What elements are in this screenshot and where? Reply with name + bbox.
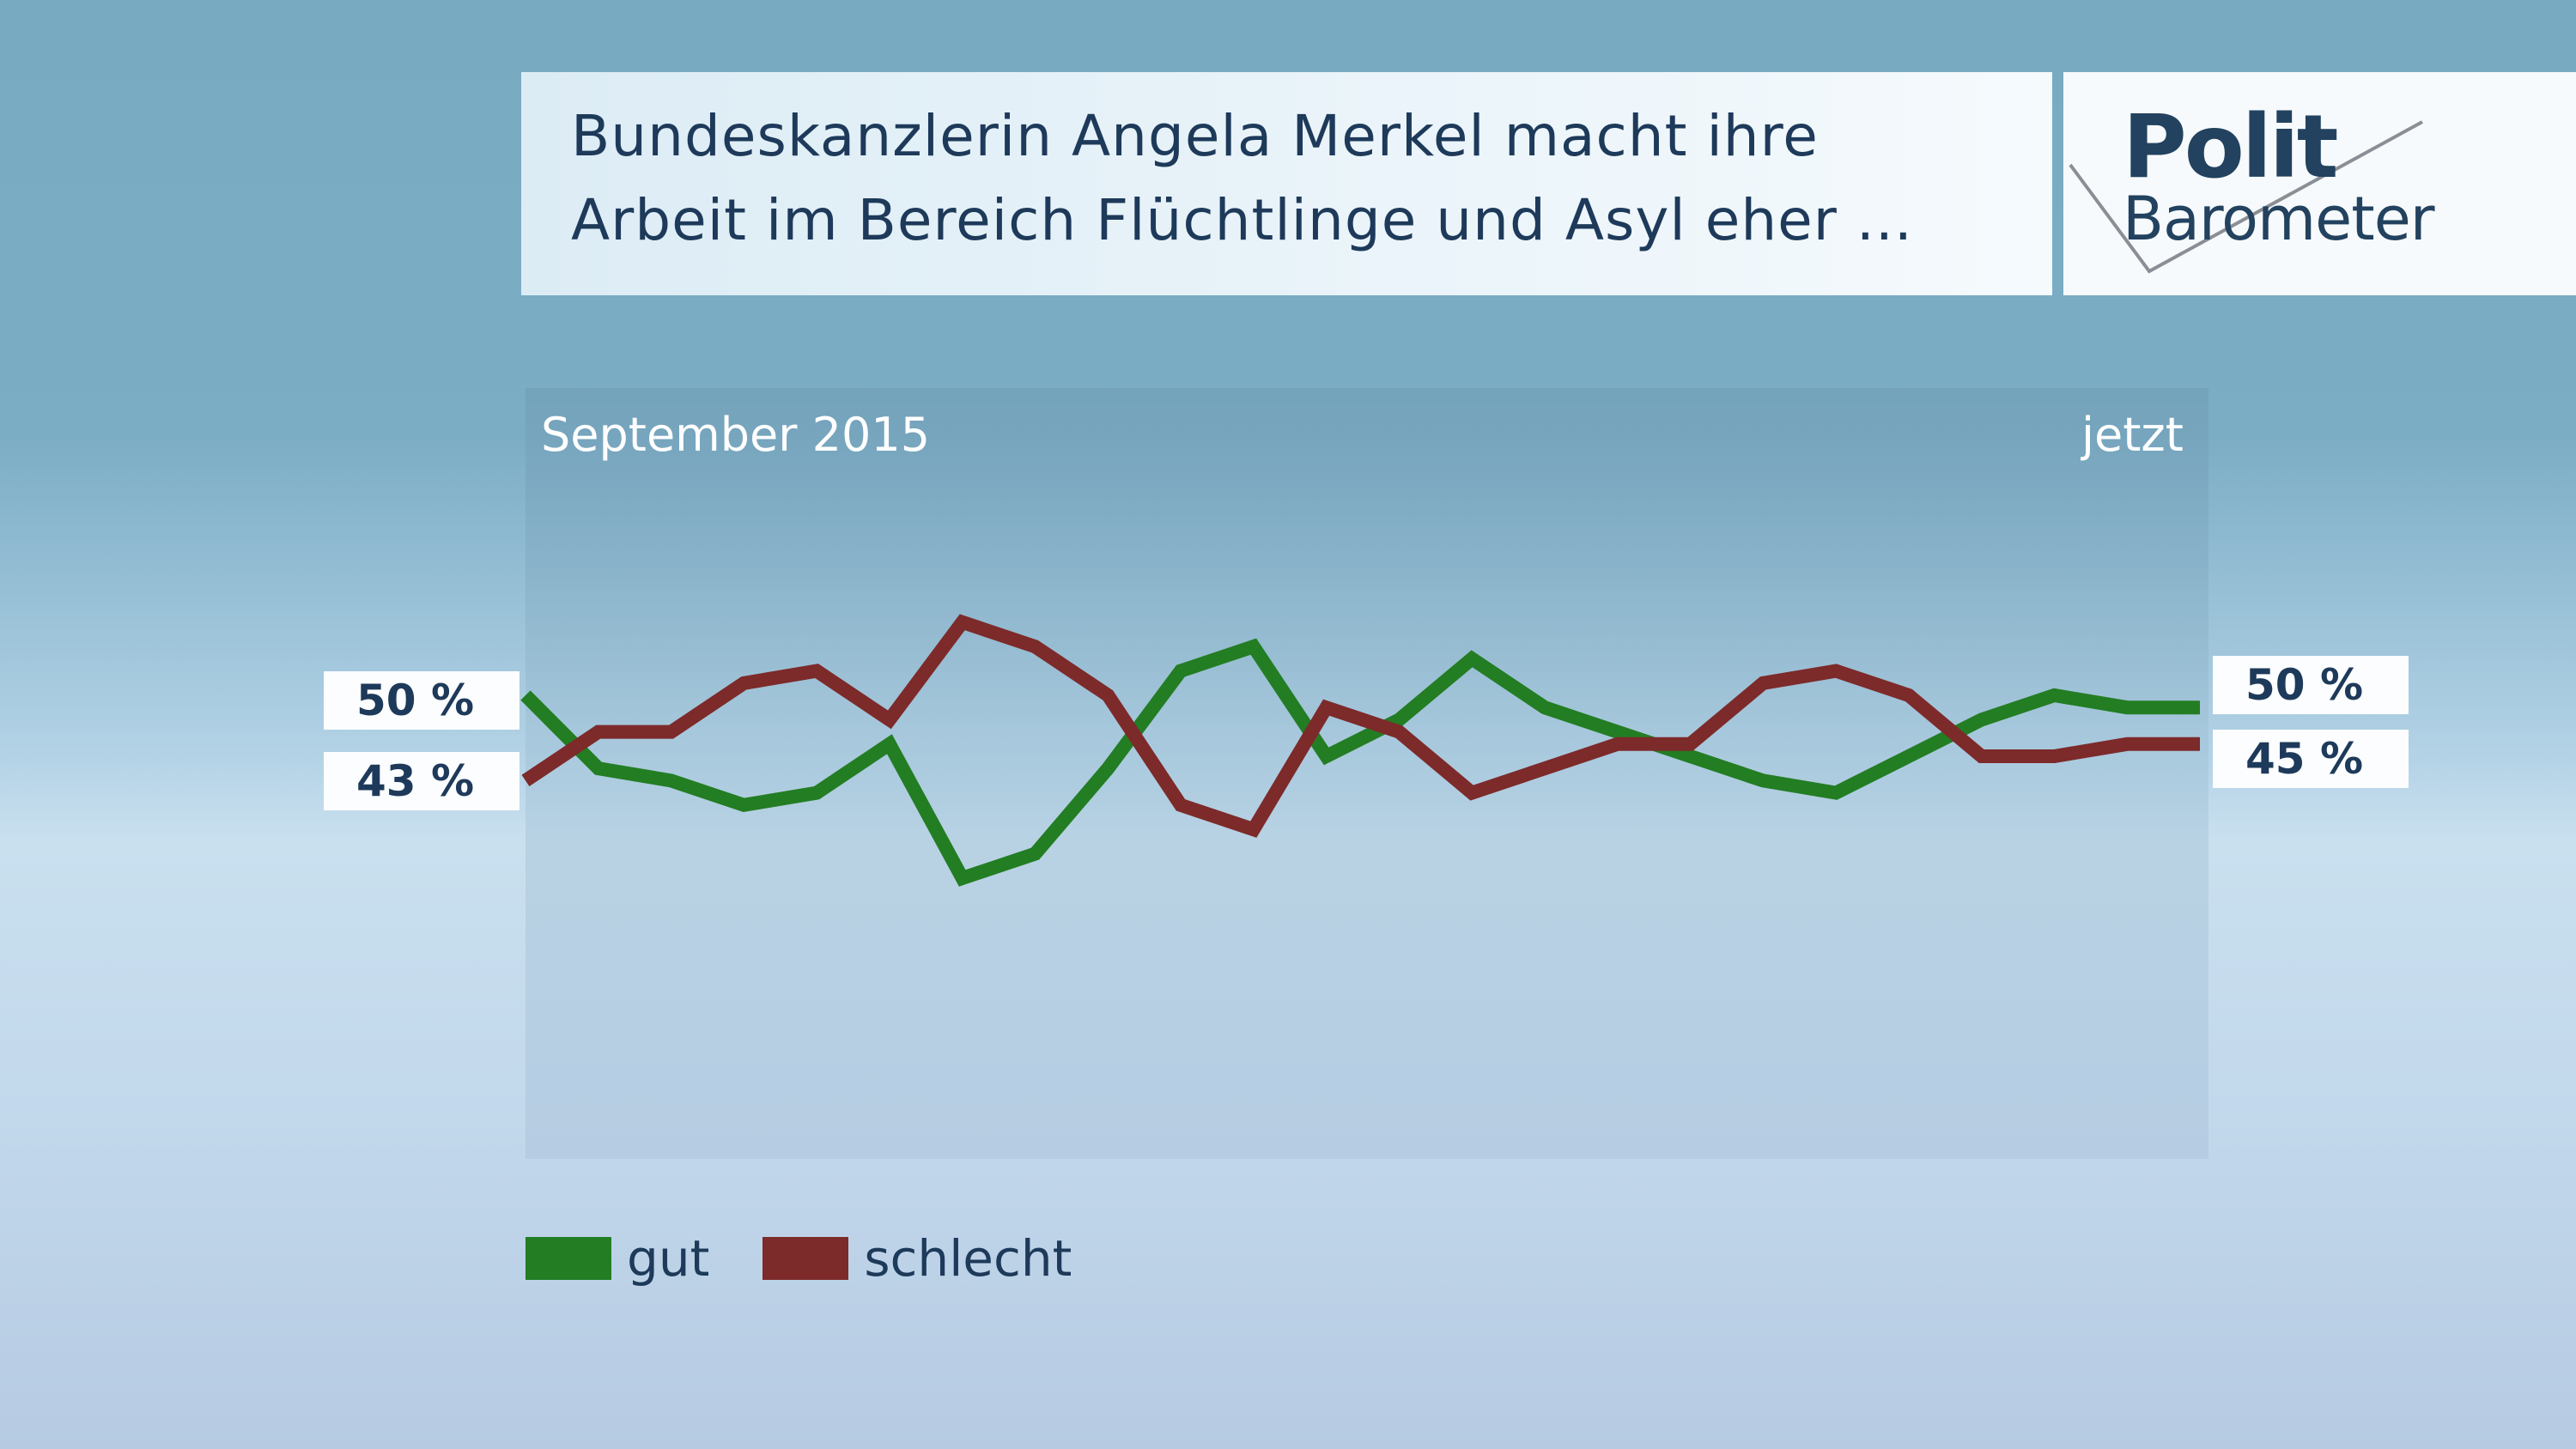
legend-swatch-gut (526, 1237, 611, 1280)
period-start-label: September 2015 (541, 408, 931, 462)
series-line-schlecht (521, 614, 2200, 838)
period-end-label: jetzt (2081, 408, 2184, 462)
politbarometer-logo: Polit Barometer (2063, 72, 2576, 295)
legend-item-schlecht: schlecht (762, 1224, 1072, 1293)
legend-swatch-schlecht (762, 1237, 849, 1280)
series-line-gut (520, 638, 2200, 887)
schlecht-start-value-label: 43 % (324, 752, 519, 810)
chart-title-line-1: Bundeskanzlerin Angela Merkel macht ihre (571, 103, 1819, 169)
gut-start-value-label: 50 % (324, 671, 519, 730)
checkmark-icon (2069, 120, 2423, 274)
gut-end-value-label: 50 % (2213, 656, 2409, 714)
schlecht-end-value-label: 45 % (2213, 730, 2409, 788)
legend-item-gut: gut (526, 1224, 709, 1293)
legend-label-gut: gut (627, 1229, 710, 1288)
chart-legend: gut schlecht (526, 1224, 1125, 1293)
logo-text-polit: Polit (2123, 96, 2339, 198)
legend-label-schlecht: schlecht (864, 1229, 1072, 1288)
logo-text-barometer: Barometer (2123, 184, 2435, 254)
chart-title-box: Bundeskanzlerin Angela Merkel macht ihre… (521, 72, 2052, 295)
chart-title-line-2: Arbeit im Bereich Flüchtlinge und Asyl e… (571, 187, 1913, 253)
plot-area (526, 388, 2208, 1159)
